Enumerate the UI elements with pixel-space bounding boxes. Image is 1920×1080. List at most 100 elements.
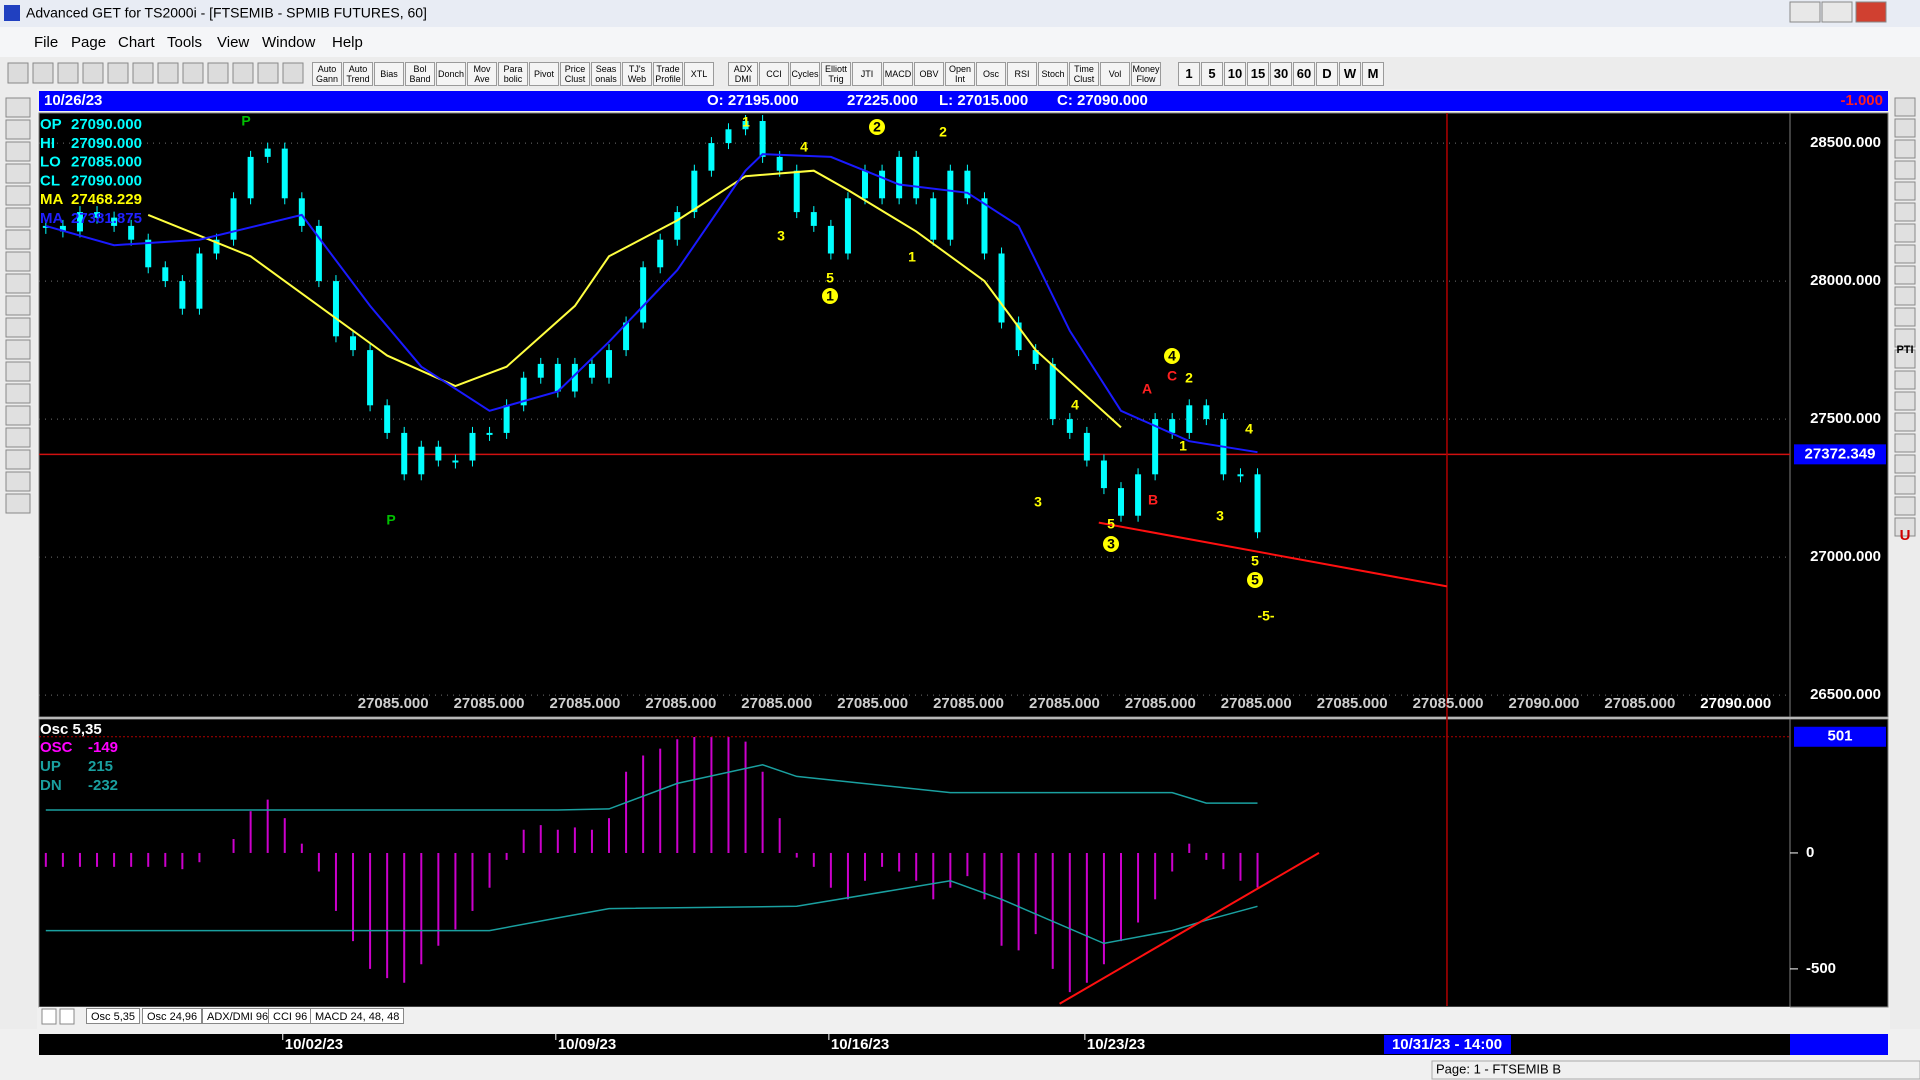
interval-button[interactable]: 15 bbox=[1247, 62, 1269, 86]
side-tool[interactable] bbox=[5, 383, 31, 404]
menu-item[interactable]: View bbox=[217, 34, 250, 51]
tool-icon[interactable] bbox=[32, 62, 54, 84]
side-tool[interactable] bbox=[5, 405, 31, 426]
window-button[interactable] bbox=[1789, 1, 1821, 23]
side-tool[interactable] bbox=[1894, 265, 1916, 285]
side-tool[interactable] bbox=[5, 361, 31, 382]
side-tool[interactable] bbox=[1894, 97, 1916, 117]
toolbar-button[interactable]: Open Int bbox=[945, 62, 975, 86]
menu-item[interactable]: Page bbox=[71, 34, 107, 51]
side-tool[interactable] bbox=[5, 317, 31, 338]
tab[interactable]: Osc 24,96 bbox=[142, 1008, 203, 1024]
side-tool[interactable] bbox=[1894, 517, 1916, 537]
toolbar-button[interactable]: Seas onals bbox=[591, 62, 621, 86]
tool-icon[interactable] bbox=[282, 62, 304, 84]
interval-button[interactable]: 5 bbox=[1201, 62, 1223, 86]
side-tool[interactable] bbox=[1894, 433, 1916, 453]
menu-item[interactable]: File bbox=[34, 34, 59, 51]
interval-button[interactable]: 30 bbox=[1270, 62, 1292, 86]
tool-icon[interactable] bbox=[82, 62, 104, 84]
tool-icon[interactable] bbox=[182, 62, 204, 84]
toolbar-button[interactable]: OBV bbox=[914, 62, 944, 86]
toolbar-button[interactable]: ADX DMI bbox=[728, 62, 758, 86]
side-tool[interactable] bbox=[5, 273, 31, 294]
side-tool[interactable] bbox=[1894, 391, 1916, 411]
side-tool[interactable] bbox=[5, 141, 31, 162]
toolbar-button[interactable]: TJ's Web bbox=[622, 62, 652, 86]
tool-icon[interactable] bbox=[132, 62, 154, 84]
window-button[interactable] bbox=[1821, 1, 1853, 23]
tab-arrow[interactable] bbox=[41, 1008, 57, 1025]
toolbar-button[interactable]: Money Flow bbox=[1131, 62, 1161, 86]
side-tool[interactable] bbox=[5, 251, 31, 272]
menu-item[interactable]: Help bbox=[332, 34, 363, 51]
tool-icon[interactable] bbox=[207, 62, 229, 84]
side-tool[interactable] bbox=[5, 119, 31, 140]
side-tool[interactable] bbox=[5, 493, 31, 514]
side-tool[interactable] bbox=[1894, 328, 1916, 348]
toolbar-button[interactable]: MACD bbox=[883, 62, 913, 86]
tool-icon[interactable] bbox=[232, 62, 254, 84]
side-tool[interactable] bbox=[1894, 118, 1916, 138]
side-tool[interactable] bbox=[5, 471, 31, 492]
toolbar-button[interactable]: Bias bbox=[374, 62, 404, 86]
side-tool[interactable] bbox=[1894, 202, 1916, 222]
window-button[interactable] bbox=[1855, 1, 1887, 23]
tab[interactable]: Osc 5,35 bbox=[86, 1008, 141, 1024]
side-tool[interactable] bbox=[1894, 223, 1916, 243]
side-tool[interactable] bbox=[5, 427, 31, 448]
tab[interactable]: MACD 24, 48, 48 bbox=[310, 1008, 405, 1024]
side-tool[interactable] bbox=[1894, 475, 1916, 495]
side-tool[interactable] bbox=[1894, 307, 1916, 327]
side-tool[interactable] bbox=[1894, 496, 1916, 516]
toolbar-button[interactable]: Price Clust bbox=[560, 62, 590, 86]
tab-arrow[interactable] bbox=[59, 1008, 75, 1025]
toolbar-button[interactable]: Auto Gann bbox=[312, 62, 342, 86]
side-tool[interactable] bbox=[5, 339, 31, 360]
side-tool[interactable] bbox=[1894, 181, 1916, 201]
menu-item[interactable]: Tools bbox=[167, 34, 203, 51]
tab[interactable]: CCI 96 bbox=[268, 1008, 313, 1024]
toolbar-button[interactable]: Pivot bbox=[529, 62, 559, 86]
toolbar-button[interactable]: XTL bbox=[684, 62, 714, 86]
toolbar-button[interactable]: RSI bbox=[1007, 62, 1037, 86]
toolbar-button[interactable]: JTI bbox=[852, 62, 882, 86]
tool-icon[interactable] bbox=[157, 62, 179, 84]
toolbar-button[interactable]: Bol Band bbox=[405, 62, 435, 86]
side-tool[interactable] bbox=[1894, 286, 1916, 306]
toolbar-button[interactable]: Vol bbox=[1100, 62, 1130, 86]
side-tool[interactable] bbox=[5, 185, 31, 206]
side-tool[interactable] bbox=[1894, 349, 1916, 369]
interval-button[interactable]: M bbox=[1362, 62, 1384, 86]
interval-button[interactable]: D bbox=[1316, 62, 1338, 86]
side-tool[interactable] bbox=[5, 163, 31, 184]
interval-button[interactable]: W bbox=[1339, 62, 1361, 86]
tool-icon[interactable] bbox=[257, 62, 279, 84]
toolbar-button[interactable]: Elliott Trig bbox=[821, 62, 851, 86]
tool-icon[interactable] bbox=[7, 62, 29, 84]
interval-button[interactable]: 1 bbox=[1178, 62, 1200, 86]
tool-icon[interactable] bbox=[107, 62, 129, 84]
toolbar-button[interactable]: Auto Trend bbox=[343, 62, 373, 86]
menu-item[interactable]: Chart bbox=[118, 34, 155, 51]
side-tool[interactable] bbox=[5, 207, 31, 228]
toolbar-button[interactable]: Mov Ave bbox=[467, 62, 497, 86]
side-tool[interactable] bbox=[5, 295, 31, 316]
toolbar-button[interactable]: Time Clust bbox=[1069, 62, 1099, 86]
side-tool[interactable] bbox=[5, 449, 31, 470]
side-tool[interactable] bbox=[1894, 370, 1916, 390]
toolbar-button[interactable]: Cycles bbox=[790, 62, 820, 86]
toolbar-button[interactable]: Osc bbox=[976, 62, 1006, 86]
interval-button[interactable]: 60 bbox=[1293, 62, 1315, 86]
side-tool[interactable] bbox=[1894, 412, 1916, 432]
tab[interactable]: ADX/DMI 96 bbox=[202, 1008, 274, 1024]
toolbar-button[interactable]: CCI bbox=[759, 62, 789, 86]
toolbar-button[interactable]: Stoch bbox=[1038, 62, 1068, 86]
interval-button[interactable]: 10 bbox=[1224, 62, 1246, 86]
menu-item[interactable]: Window bbox=[262, 34, 316, 51]
toolbar-button[interactable]: Donch bbox=[436, 62, 466, 86]
side-tool[interactable] bbox=[1894, 454, 1916, 474]
side-tool[interactable] bbox=[1894, 160, 1916, 180]
tool-icon[interactable] bbox=[57, 62, 79, 84]
side-tool[interactable] bbox=[1894, 139, 1916, 159]
